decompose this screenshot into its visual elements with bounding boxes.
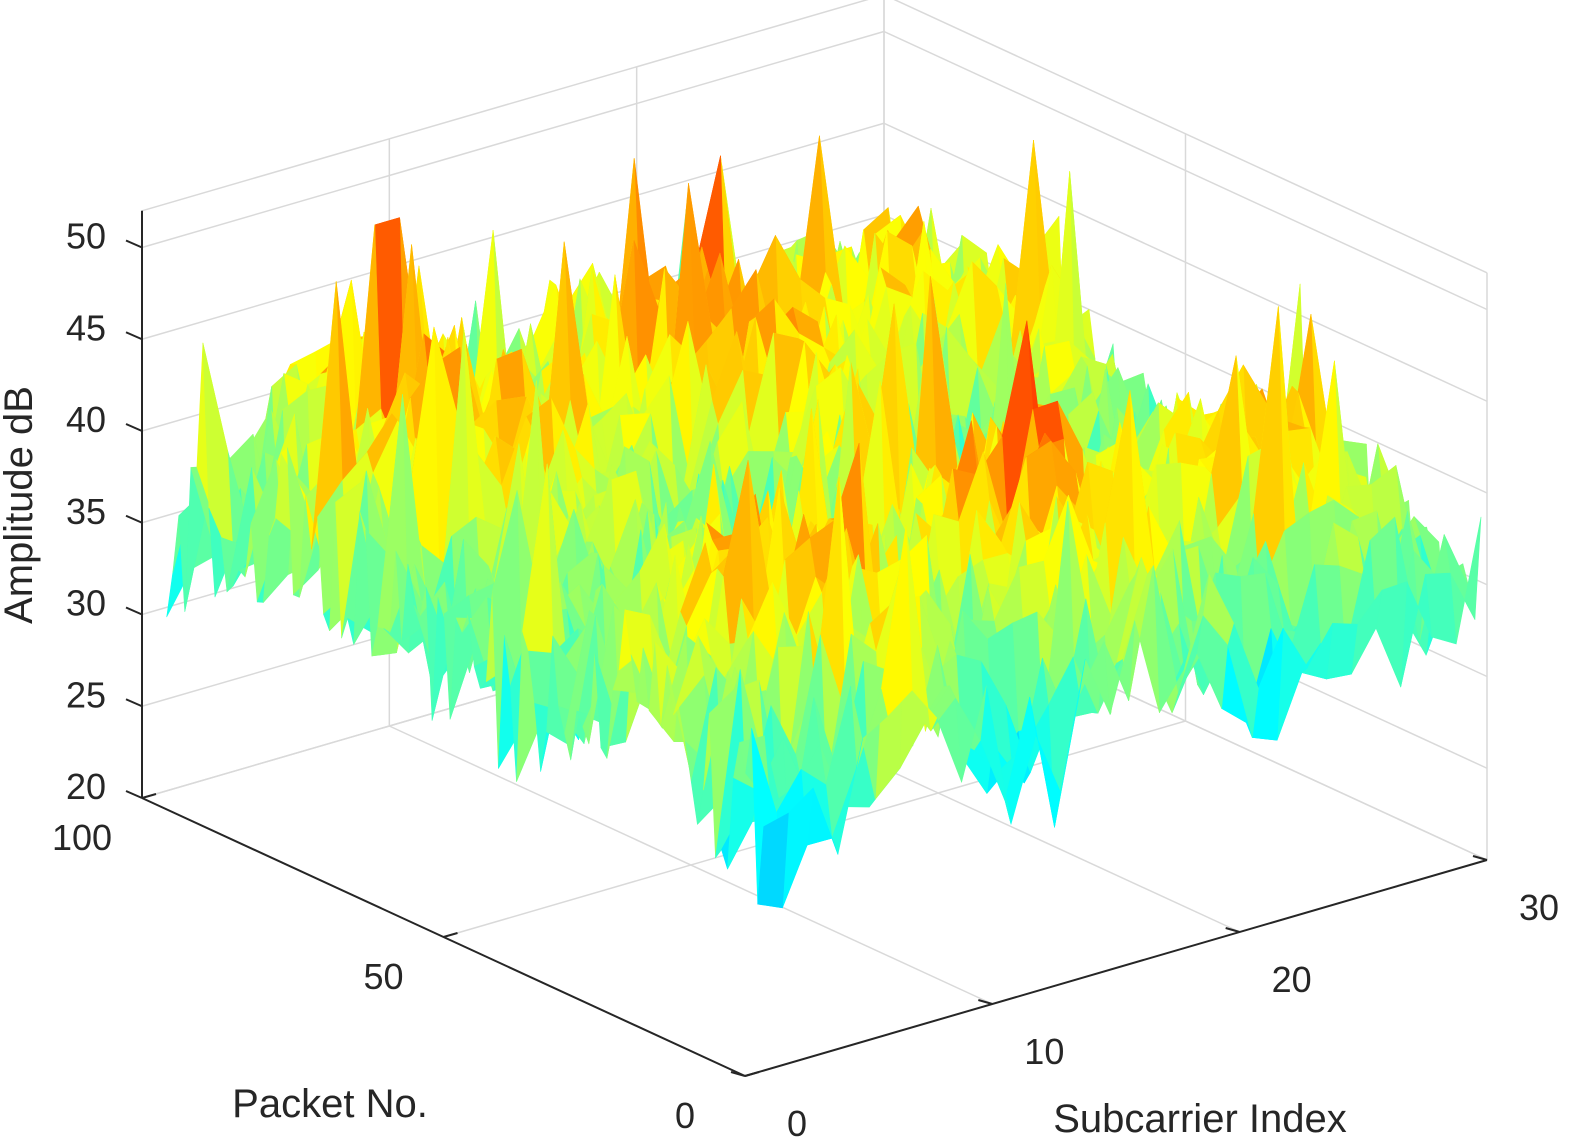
z-tick-label: 40 [66, 399, 106, 440]
wall-grid-horizontal [141, 214, 885, 432]
y-tick-label: 100 [52, 817, 112, 858]
wall-grid-horizontal [883, 30, 1488, 311]
surface-face [757, 812, 789, 909]
z-tick-label: 35 [66, 491, 106, 532]
x-tick-label: 20 [1272, 959, 1312, 1000]
x-tick-label: 10 [1024, 1031, 1064, 1072]
z-tick-mark [125, 514, 143, 524]
x-axis-line [744, 859, 1488, 1077]
x-tick-mark [730, 1071, 746, 1077]
z-tick-mark [125, 606, 143, 616]
x-tick-mark [978, 999, 993, 1005]
y-tick-label: 50 [363, 956, 403, 997]
z-tick-label: 30 [66, 583, 106, 624]
surface-layer [166, 135, 1482, 909]
wall-grid-horizontal [883, 122, 1488, 402]
x-axis-title: Subcarrier Index [1053, 1097, 1346, 1141]
wall-grid-horizontal [141, 122, 885, 340]
z-tick-label: 25 [66, 674, 106, 715]
wall-grid-horizontal [141, 30, 885, 249]
y-tick-mark [744, 1071, 760, 1077]
ticks-layer: 0 10 20 30 0 50 100 20 25 30 35 40 45 50 [52, 216, 1559, 1144]
z-tick-label: 20 [66, 766, 106, 807]
wall-top-edge [893, 0, 1488, 274]
z-tick-label: 45 [66, 307, 106, 348]
z-tick-mark [125, 790, 143, 799]
z-tick-mark [125, 331, 143, 341]
z-tick-mark [125, 423, 143, 432]
wall-top-edge [141, 0, 869, 212]
z-axis-title: Amplitude dB [0, 386, 41, 624]
x-tick-label: 0 [787, 1103, 807, 1144]
y-tick-mark [443, 932, 458, 938]
z-tick-mark [125, 239, 143, 249]
y-axis-title: Packet No. [232, 1082, 428, 1126]
x-tick-label: 30 [1519, 887, 1559, 928]
x-tick-mark [1472, 855, 1488, 861]
y-tick-mark [141, 793, 157, 799]
z-tick-mark [125, 698, 143, 708]
z-tick-label: 50 [66, 216, 106, 257]
y-tick-label: 0 [675, 1095, 695, 1136]
x-tick-mark [1225, 927, 1240, 933]
